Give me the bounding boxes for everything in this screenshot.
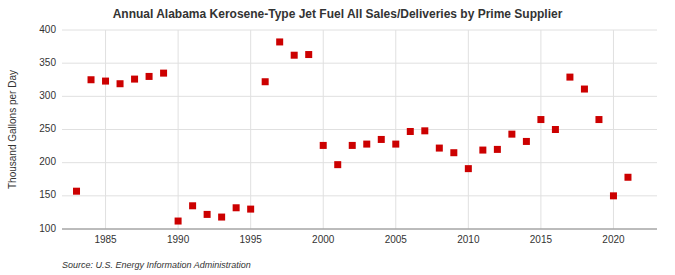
axes: 100 150 200 250 300 350 400 1985 1990 1995 2000 200… — [39, 24, 625, 245]
point — [479, 147, 486, 154]
y-tick-label: 350 — [39, 57, 56, 68]
point — [552, 126, 559, 133]
y-grid-line — [62, 229, 657, 230]
x-tick-label: 1985 — [94, 234, 117, 245]
point — [160, 70, 167, 77]
point — [305, 51, 312, 58]
point — [102, 78, 109, 85]
y-grid-line — [62, 63, 657, 64]
point — [595, 116, 602, 123]
point — [175, 218, 182, 225]
y-tick-label: 150 — [39, 189, 56, 200]
y-grid-line — [62, 129, 657, 130]
point — [610, 192, 617, 199]
point — [537, 116, 544, 123]
x-grid-line — [468, 30, 469, 229]
point — [247, 206, 254, 213]
x-tick-label: 2010 — [457, 234, 480, 245]
title: Annual Alabama Kerosene-Type Jet Fuel Al… — [113, 7, 563, 21]
y-axis-label: Thousand Gallons per Day — [7, 70, 18, 189]
point — [146, 73, 153, 80]
point — [566, 74, 573, 81]
point — [189, 202, 196, 209]
point — [581, 86, 588, 93]
y-grid-line — [62, 96, 657, 97]
point — [392, 141, 399, 148]
x-grid-line — [105, 30, 106, 229]
point — [334, 161, 341, 168]
point — [523, 138, 530, 145]
point — [378, 136, 385, 143]
point — [131, 76, 138, 83]
chart-container: 100 150 200 250 300 350 400 1985 1990 1995 2000 200… — [0, 0, 675, 275]
y-grid-line — [62, 195, 657, 196]
x-grid-line — [395, 30, 396, 229]
x-tick-label: 2020 — [602, 234, 625, 245]
point — [436, 145, 443, 152]
x-grid-line — [540, 30, 541, 229]
x-axis-line — [62, 229, 657, 230]
x-grid-line — [250, 30, 251, 229]
point — [204, 211, 211, 218]
y-tick-label: 100 — [39, 223, 56, 234]
x-tick-label: 1995 — [240, 234, 263, 245]
y-grid-line — [62, 30, 657, 31]
point — [233, 204, 240, 211]
x-tick-label: 2005 — [385, 234, 408, 245]
point — [349, 142, 356, 149]
point — [450, 149, 457, 156]
point — [262, 78, 269, 85]
point — [421, 127, 428, 134]
point — [508, 131, 515, 138]
point — [88, 76, 95, 83]
point — [465, 165, 472, 172]
point — [407, 128, 414, 135]
point — [218, 214, 225, 221]
x-tick-label: 2000 — [312, 234, 335, 245]
y-tick-label: 400 — [39, 24, 56, 35]
chart: 100 150 200 250 300 350 400 1985 1990 1995 2000 200… — [0, 0, 675, 275]
x-tick-label: 2015 — [530, 234, 553, 245]
x-tick-label: 1990 — [167, 234, 190, 245]
y-tick-label: 250 — [39, 123, 56, 134]
y-tick-label: 200 — [39, 156, 56, 167]
point — [624, 174, 631, 181]
point — [117, 80, 124, 87]
x-grid-line — [178, 30, 179, 229]
grid — [62, 30, 657, 229]
point — [73, 188, 80, 195]
x-grid-line — [323, 30, 324, 229]
point — [320, 142, 327, 149]
source-note: Source: U.S. Energy Information Administ… — [62, 260, 251, 270]
y-grid-line — [62, 162, 657, 163]
y-tick-label: 300 — [39, 90, 56, 101]
point — [494, 146, 501, 153]
point — [291, 52, 298, 59]
points — [73, 38, 631, 224]
point — [276, 38, 283, 45]
point — [363, 141, 370, 148]
